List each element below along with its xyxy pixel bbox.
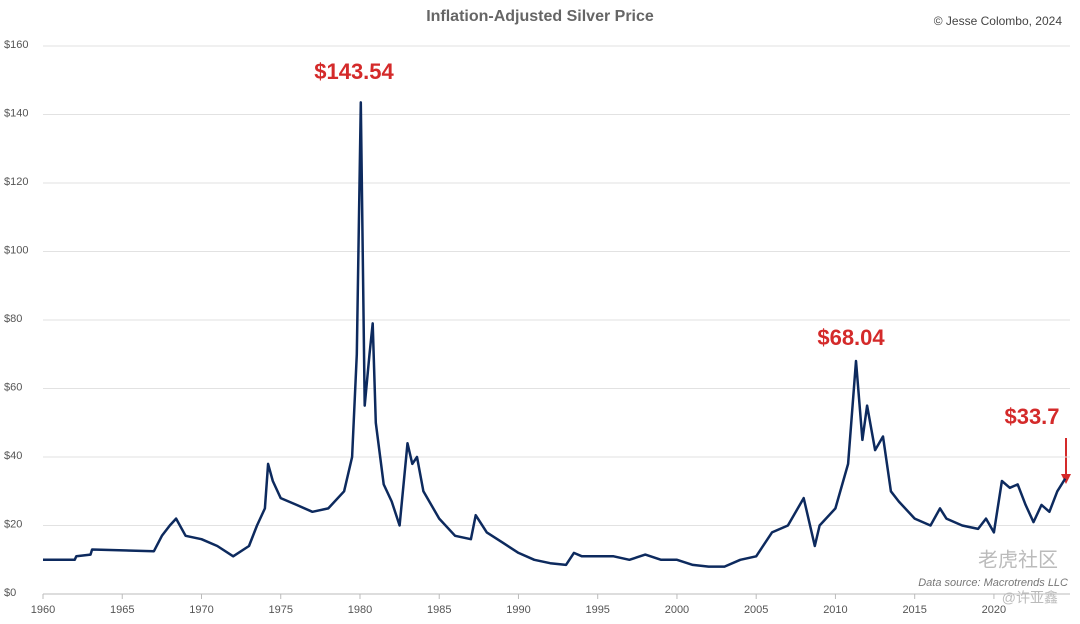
- credit: © Jesse Colombo, 2024: [934, 14, 1063, 28]
- watermark: @许亚鑫: [1002, 590, 1058, 606]
- annotation: $68.04: [817, 325, 885, 350]
- x-tick-label: 1985: [427, 604, 451, 616]
- source: Data source: Macrotrends LLC: [918, 577, 1068, 589]
- y-tick-label: $60: [4, 381, 22, 393]
- x-tick-label: 2015: [902, 604, 926, 616]
- chart-title: Inflation-Adjusted Silver Price: [426, 8, 654, 25]
- x-tick-label: 2000: [665, 604, 689, 616]
- arrow-head: [1061, 474, 1071, 484]
- x-tick-label: 1970: [189, 604, 213, 616]
- x-tick-label: 1995: [585, 604, 609, 616]
- x-tick-label: 1980: [348, 604, 372, 616]
- x-tick-label: 1990: [506, 604, 530, 616]
- x-tick-label: 1960: [31, 604, 55, 616]
- x-tick-label: 2005: [744, 604, 768, 616]
- x-tick-label: 1975: [268, 604, 292, 616]
- y-tick-label: $20: [4, 518, 22, 530]
- y-tick-label: $160: [4, 39, 28, 51]
- y-tick-label: $120: [4, 176, 28, 188]
- y-tick-label: $100: [4, 244, 28, 256]
- x-tick-label: 1965: [110, 604, 134, 616]
- y-tick-label: $40: [4, 450, 22, 462]
- y-tick-label: $0: [4, 587, 16, 599]
- y-tick-label: $140: [4, 107, 28, 119]
- x-tick-label: 2020: [982, 604, 1006, 616]
- annotation: $33.7: [1004, 404, 1059, 429]
- price-line: [43, 101, 1067, 568]
- x-tick-label: 2010: [823, 604, 847, 616]
- annotation: $143.54: [314, 59, 394, 84]
- watermark: 老虎社区: [978, 548, 1058, 571]
- y-tick-label: $80: [4, 313, 22, 325]
